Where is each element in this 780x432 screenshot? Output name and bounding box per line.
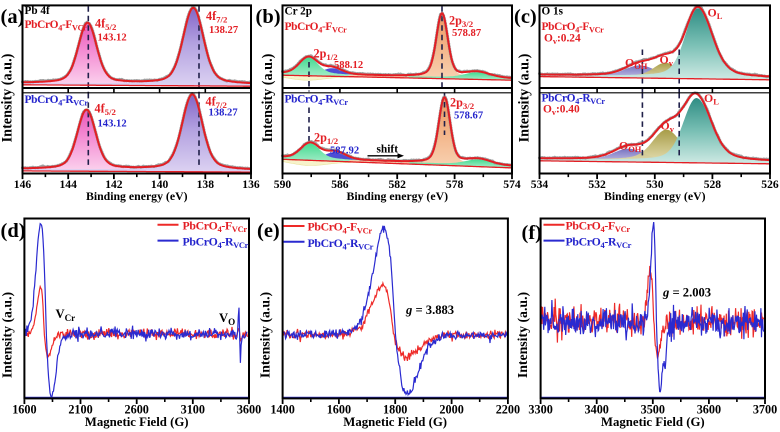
svg-text:Binding energy (eV): Binding energy (eV) [346,189,448,203]
svg-text:OOH​: OOH​ [625,56,648,72]
svg-text:528: 528 [704,178,722,191]
svg-text:PbCrO4​-RVCr​: PbCrO4​-RVCr​ [542,93,606,107]
svg-text:PbCrO4​-FVCr​: PbCrO4​-FVCr​ [183,219,248,235]
svg-text:VO​: VO​ [219,311,235,327]
svg-text:136: 136 [242,178,260,191]
svg-text:4f7/2​: 4f7/2​ [206,9,228,25]
svg-text:Ov​: Ov​ [661,119,675,135]
svg-text:g = 3.883: g = 3.883 [405,303,454,317]
svg-text:Magnetic Field (G): Magnetic Field (G) [343,415,447,429]
svg-text:2p3/2​: 2p3/2​ [449,14,474,30]
svg-text:OL​: OL​ [704,91,719,107]
svg-text:PbCrO4​-RVCr​: PbCrO4​-RVCr​ [566,235,632,251]
svg-text:138.27: 138.27 [209,108,239,119]
svg-text:4f5/2​: 4f5/2​ [95,102,117,118]
svg-text:(b): (b) [256,6,281,28]
svg-text:Ov​:0.40: Ov​:0.40 [543,104,580,118]
svg-text:Intensity (a.u.): Intensity (a.u.) [0,53,16,142]
svg-text:142: 142 [105,178,123,191]
svg-text:3600: 3600 [697,403,721,417]
svg-text:(a): (a) [1,6,25,28]
svg-text:532: 532 [588,178,606,191]
svg-text:2p1/2​: 2p1/2​ [314,47,339,63]
svg-text:shift: shift [377,144,399,156]
svg-text:(d): (d) [1,220,26,242]
svg-text:PbCrO4​-RVCr​: PbCrO4​-RVCr​ [285,94,349,108]
svg-text:1600: 1600 [327,403,351,417]
svg-text:3500: 3500 [641,403,665,417]
svg-text:Binding energy (eV): Binding energy (eV) [86,189,188,203]
svg-text:(c): (c) [514,6,537,28]
svg-text:Ov​:0.24: Ov​:0.24 [544,33,581,47]
svg-text:582: 582 [389,178,407,191]
svg-text:Ov​: Ov​ [660,53,674,69]
svg-text:Pb 4f: Pb 4f [25,5,50,17]
svg-text:O 1s: O 1s [542,6,564,18]
svg-text:526: 526 [761,178,779,191]
svg-text:Intensity (a.u.): Intensity (a.u.) [517,53,533,142]
svg-text:534: 534 [531,178,549,191]
svg-text:586: 586 [331,178,349,191]
svg-text:(f): (f) [522,222,542,244]
svg-text:2600: 2600 [125,403,149,417]
svg-text:2p3/2​: 2p3/2​ [450,96,475,112]
svg-text:146: 146 [14,178,32,191]
svg-text:138: 138 [197,178,215,191]
svg-text:578.87: 578.87 [452,28,482,39]
svg-text:574: 574 [503,178,521,191]
svg-text:Intensity (a.u.): Intensity (a.u.) [515,292,531,378]
svg-text:578.67: 578.67 [454,111,484,122]
svg-text:143.12: 143.12 [98,119,127,130]
svg-text:2200: 2200 [496,403,520,417]
svg-text:OL​: OL​ [708,6,723,22]
svg-text:PbCrO4​-RVCr​: PbCrO4​-RVCr​ [25,94,89,108]
svg-text:Magnetic Field (G): Magnetic Field (G) [85,415,189,429]
svg-text:2100: 2100 [68,403,92,417]
svg-text:4f7/2​: 4f7/2​ [206,95,228,111]
svg-text:143.12: 143.12 [98,33,127,44]
svg-text:VCr​: VCr​ [56,307,76,323]
svg-text:1400: 1400 [270,403,294,417]
svg-text:Binding energy (eV): Binding energy (eV) [604,189,706,203]
svg-text:Intensity (a.u.): Intensity (a.u.) [0,292,16,378]
svg-text:588.12: 588.12 [334,60,363,71]
svg-text:530: 530 [646,178,664,191]
svg-text:PbCrO4​-RVCr​: PbCrO4​-RVCr​ [308,236,374,252]
svg-text:2000: 2000 [439,403,463,417]
svg-text:2p1/2​: 2p1/2​ [314,131,339,147]
svg-text:3300: 3300 [528,403,552,417]
svg-text:3400: 3400 [585,403,609,417]
svg-text:g = 2.003: g = 2.003 [662,286,711,300]
svg-text:140: 140 [151,178,169,191]
svg-text:3600: 3600 [237,403,261,417]
svg-text:Intensity (a.u.): Intensity (a.u.) [260,53,276,142]
svg-text:1600: 1600 [12,403,36,417]
svg-text:3100: 3100 [181,403,205,417]
svg-text:Magnetic Field (G): Magnetic Field (G) [601,415,705,429]
svg-text:OOH​: OOH​ [619,139,642,155]
svg-text:138.27: 138.27 [209,25,239,36]
svg-text:587.92: 587.92 [330,146,359,157]
svg-text:Intensity (a.u.): Intensity (a.u.) [258,292,274,378]
svg-text:PbCrO4​-RVCr​: PbCrO4​-RVCr​ [183,235,249,251]
svg-text:(e): (e) [257,220,280,242]
svg-text:3700: 3700 [753,403,777,417]
svg-text:Cr 2p: Cr 2p [285,6,312,18]
svg-text:1800: 1800 [383,403,407,417]
svg-text:4f5/2​: 4f5/2​ [95,17,117,33]
svg-text:590: 590 [274,178,292,191]
svg-text:144: 144 [60,178,78,191]
svg-text:578: 578 [446,178,464,191]
